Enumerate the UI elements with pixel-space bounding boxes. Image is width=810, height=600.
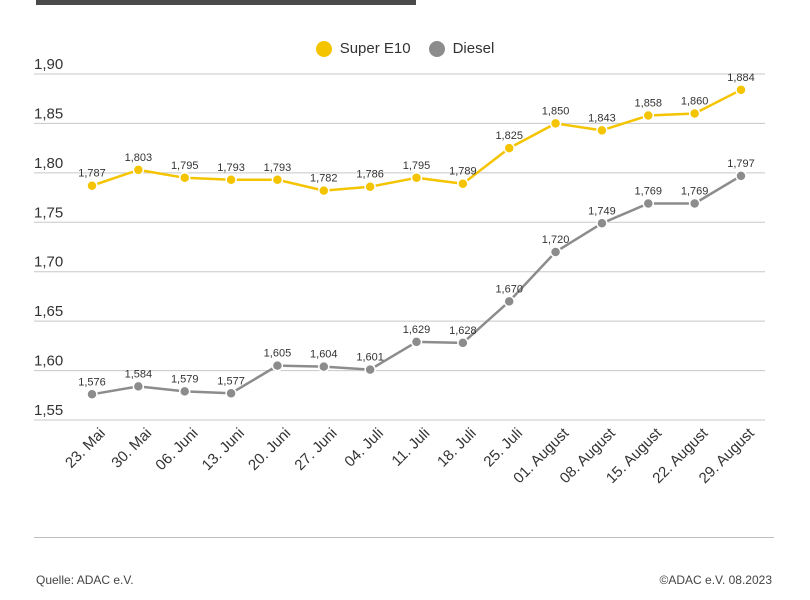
data-label: 1,825	[495, 130, 523, 142]
data-label: 1,787	[78, 168, 106, 180]
data-label: 1,803	[125, 152, 153, 164]
data-point	[225, 174, 237, 186]
data-point	[457, 337, 469, 349]
x-tick-label: 11. Juli	[388, 425, 433, 470]
data-point	[86, 179, 98, 192]
data-point	[642, 109, 655, 122]
series-line-diesel	[91, 174, 742, 396]
data-point	[457, 177, 469, 190]
data-label: 1,769	[635, 186, 663, 198]
y-tick-label: 1,75	[34, 204, 63, 221]
y-tick-label: 1,80	[34, 155, 63, 172]
data-point	[178, 172, 191, 184]
legend-marker-diesel	[428, 40, 445, 57]
data-point	[364, 363, 376, 376]
data-point	[688, 107, 701, 120]
data-label: 1,795	[403, 160, 431, 172]
data-label: 1,795	[171, 160, 199, 172]
y-tick-label: 1,60	[34, 353, 63, 370]
data-label: 1,601	[356, 352, 384, 364]
x-tick-label: 20. Juni	[245, 425, 294, 474]
data-point	[318, 360, 330, 373]
data-label: 1,858	[635, 98, 663, 110]
data-label: 1,629	[403, 324, 431, 336]
data-point	[688, 197, 701, 210]
data-label: 1,576	[78, 376, 106, 388]
data-point	[735, 170, 747, 182]
data-point	[503, 142, 515, 154]
data-point	[364, 180, 376, 193]
data-point	[318, 184, 330, 197]
x-tick-label: 25. Juli	[480, 425, 526, 471]
data-label: 1,786	[356, 169, 384, 181]
legend-label-diesel: Diesel	[452, 40, 495, 57]
data-label: 1,628	[449, 325, 477, 337]
data-point	[549, 117, 562, 130]
data-point	[132, 380, 145, 393]
data-point	[271, 359, 284, 372]
y-tick-label: 1,90	[34, 56, 63, 73]
y-tick-label: 1,65	[34, 303, 63, 320]
data-point	[596, 124, 608, 137]
data-point	[642, 197, 655, 210]
x-tick-label: 30. Mai	[108, 425, 155, 472]
data-label: 1,579	[171, 373, 199, 385]
data-point	[549, 246, 562, 258]
data-label: 1,850	[542, 105, 570, 117]
y-tick-label: 1,55	[34, 402, 63, 419]
x-tick-label: 13. Juni	[199, 425, 248, 474]
legend-marker-super-e10	[315, 40, 332, 57]
data-label: 1,843	[588, 112, 616, 124]
data-point	[596, 217, 608, 230]
y-tick-label: 1,85	[34, 105, 63, 122]
data-point	[410, 336, 423, 348]
data-point	[735, 84, 747, 96]
header-bar	[36, 0, 416, 5]
data-point	[225, 387, 237, 400]
y-tick-label: 1,70	[34, 254, 63, 271]
footer-divider	[34, 537, 774, 538]
legend-item-super-e10: Super E10	[315, 40, 411, 57]
data-label: 1,782	[310, 173, 338, 185]
data-label: 1,884	[727, 72, 755, 84]
x-tick-label: 27. Juni	[291, 425, 340, 474]
data-label: 1,793	[217, 162, 245, 174]
data-point	[178, 385, 191, 398]
fuel-price-chart: 1,55 1,60 1,65 1,70 1,75 1,80 1,85 1,90 23. Mai 3…	[34, 56, 765, 487]
data-label: 1,577	[217, 375, 245, 387]
data-point	[503, 295, 515, 308]
x-tick-label: 18. Juli	[434, 425, 480, 471]
data-label: 1,605	[264, 348, 292, 360]
data-point	[132, 164, 145, 176]
legend-item-diesel: Diesel	[428, 40, 495, 57]
x-tick-label: 04. Juli	[341, 425, 387, 471]
data-label: 1,720	[542, 234, 570, 246]
source-note: Quelle: ADAC e.V.	[36, 573, 134, 587]
data-point	[86, 388, 98, 401]
data-point	[271, 174, 284, 186]
x-tick-label: 06. Juni	[152, 425, 201, 474]
x-tick-label: 23. Mai	[62, 425, 109, 472]
data-label: 1,797	[727, 158, 755, 170]
data-label: 1,670	[495, 283, 523, 295]
data-label: 1,789	[449, 166, 477, 178]
data-label: 1,793	[264, 162, 292, 174]
data-label: 1,749	[588, 205, 616, 217]
chart-legend: Super E10 Diesel	[0, 40, 810, 57]
data-label: 1,769	[681, 186, 709, 198]
data-point	[410, 172, 423, 184]
data-label: 1,604	[310, 349, 338, 361]
data-label: 1,860	[681, 96, 709, 108]
copyright-note: ©ADAC e.V. 08.2023	[659, 573, 772, 587]
legend-label-super-e10: Super E10	[339, 40, 411, 57]
data-label: 1,584	[125, 368, 153, 380]
